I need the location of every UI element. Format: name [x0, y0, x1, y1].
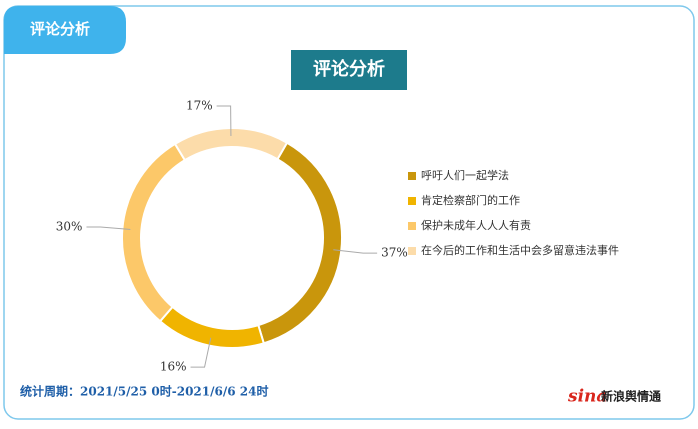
data-label: 17% — [186, 99, 213, 113]
footer: 统计周期：2021/5/25 0时-2021/6/6 24时 — [20, 384, 268, 399]
legend-swatch — [408, 222, 416, 230]
chart-title: 评论分析 — [313, 58, 385, 80]
pie-segment — [173, 127, 289, 162]
legend-label: 肯定检察部门的工作 — [421, 193, 520, 207]
leader-line — [216, 105, 232, 137]
logo-name: 新浪舆情通 — [601, 389, 661, 404]
legend-swatch — [408, 172, 416, 180]
legend-label: 保护未成年人人人有责 — [421, 218, 531, 232]
data-label: 30% — [56, 219, 83, 233]
tab-bg — [4, 6, 126, 54]
title-bg — [291, 50, 407, 90]
data-label: 37% — [381, 246, 408, 260]
data-label: 16% — [160, 360, 187, 374]
legend-swatch — [408, 247, 416, 255]
logo-brand: sina — [567, 387, 607, 407]
legend-swatch — [408, 197, 416, 205]
leader-line — [333, 249, 378, 254]
legend-label: 呼吁人们一起学法 — [421, 168, 509, 182]
leader-line — [86, 226, 131, 230]
leader-line — [190, 337, 212, 368]
tab-title: 评论分析 — [30, 20, 90, 38]
legend-label: 在今后的工作和生活中会多留意违法事件 — [421, 243, 619, 257]
